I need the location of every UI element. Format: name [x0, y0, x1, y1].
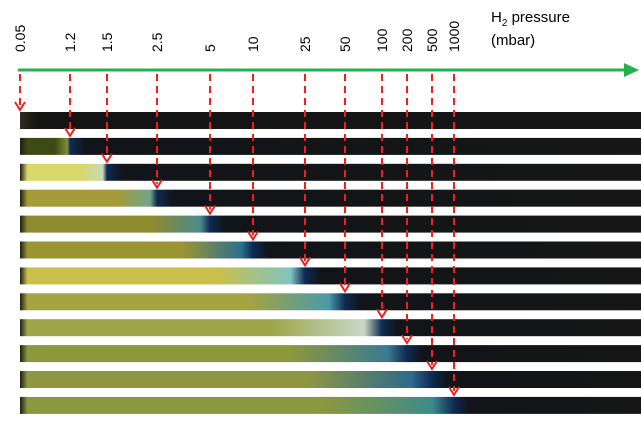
sample-strip-1_2	[20, 137, 641, 155]
pressure-tick-label: 500	[424, 28, 440, 52]
axis-title-suffix: pressure	[507, 9, 570, 26]
pressure-marker-arrowhead-1000	[448, 386, 460, 397]
pressure-marker-arrowhead-50	[339, 282, 351, 294]
pressure-tick-label: 5	[202, 44, 218, 52]
sample-strip-100	[20, 319, 641, 337]
strips-layer	[20, 112, 641, 414]
pressure-marker-arrowhead-5	[204, 205, 216, 216]
axis-unit: (mbar)	[491, 32, 536, 49]
pressure-axis	[18, 63, 639, 77]
sample-strip-2_5	[20, 189, 641, 207]
sample-strip-1000	[20, 396, 641, 414]
pressure-markers-layer	[14, 74, 460, 397]
tick-labels-layer: 0.05 1.2 1.5 2.5 5 10 25 50 100 200 500 1000	[12, 21, 462, 52]
pressure-tick-label: 0.05	[12, 25, 28, 52]
pressure-marker-arrowhead-100	[376, 308, 388, 320]
pressure-tick-label: 100	[374, 28, 390, 52]
pressure-axis-arrowhead	[624, 63, 639, 77]
axis-title-prefix: H	[491, 9, 502, 26]
pressure-tick-label: 25	[297, 36, 313, 52]
sample-strip-25	[20, 267, 641, 285]
pressure-marker-arrowhead-10	[247, 230, 259, 242]
pressure-tick-label: 200	[399, 28, 415, 52]
axis-title: H2 pressure (mbar)	[491, 9, 570, 49]
sample-strip-0_05	[20, 112, 641, 129]
pressure-tick-label: 2.5	[149, 32, 165, 52]
sample-strip-50	[20, 293, 641, 311]
pressure-marker-arrowhead-0_05	[14, 101, 26, 112]
pressure-marker-arrowhead-1_2	[64, 127, 76, 138]
pressure-tick-label: 1000	[446, 21, 462, 52]
sample-strip-500	[20, 371, 641, 388]
pressure-marker-arrowhead-1_5	[101, 153, 113, 164]
sample-strip-10	[20, 241, 641, 259]
sample-strip-1_5	[20, 163, 641, 181]
pressure-marker-arrowhead-25	[299, 256, 311, 268]
pressure-tick-label: 50	[337, 36, 353, 52]
pressure-tick-label: 1.5	[99, 32, 115, 52]
sample-strip-5	[20, 215, 641, 233]
sample-strip-200	[20, 345, 641, 363]
pressure-marker-arrowhead-500	[426, 360, 438, 371]
pressure-marker-arrowhead-200	[401, 334, 413, 345]
pressure-tick-label: 10	[245, 36, 261, 52]
pressure-marker-arrowhead-2_5	[151, 179, 163, 190]
axis-title-subscript: 2	[501, 18, 508, 29]
pressure-tick-label: 1.2	[62, 32, 78, 52]
